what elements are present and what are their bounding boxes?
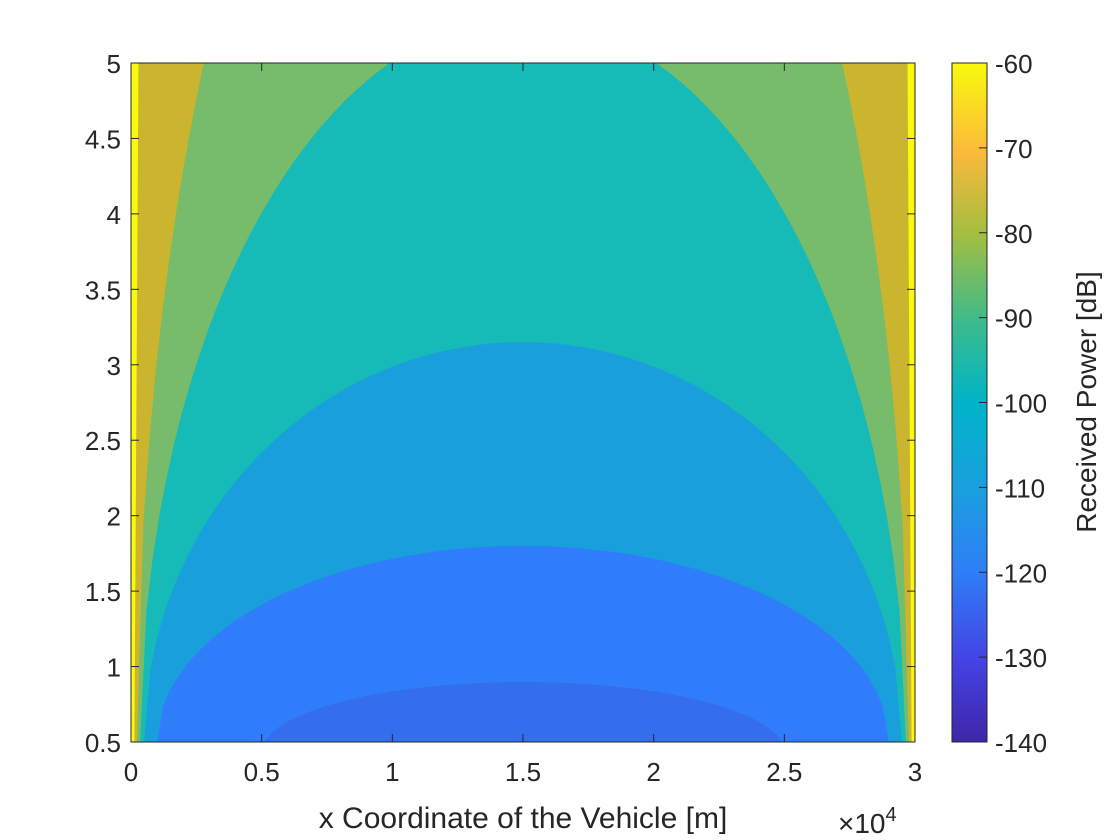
- y-tick-label: 4.5: [85, 124, 121, 154]
- y-tick-label: 5: [107, 49, 121, 79]
- y-tick-label: 2.5: [85, 426, 121, 456]
- x-tick-label: 2: [646, 757, 660, 787]
- x-axis-label: x Coordinate of the Vehicle [m]: [319, 802, 728, 835]
- y-tick-label: 4: [107, 200, 121, 230]
- colorbar-tick-label: -130: [995, 643, 1047, 673]
- x-exponent-base: ×10: [838, 808, 886, 839]
- colorbar-tick-label: -140: [995, 728, 1047, 758]
- x-tick-label: 0: [124, 757, 138, 787]
- contour-regions: [131, 63, 915, 742]
- colorbar-tick-label: -110: [995, 473, 1045, 503]
- contour-region-130: [264, 682, 782, 742]
- y-tick-label: 0.5: [85, 728, 121, 758]
- y-tick-label: 2: [107, 502, 121, 532]
- x-exponent-label: ×104: [838, 804, 897, 839]
- x-tick-label: 2.5: [766, 757, 802, 787]
- y-tick-label: 1: [107, 653, 121, 683]
- x-axis: 0 0.5 1 1.5 2 2.5 3: [124, 63, 922, 787]
- colorbar-tick-label: -120: [995, 558, 1047, 588]
- y-tick-label: 1.5: [85, 577, 121, 607]
- contour-region-120: [157, 545, 889, 742]
- colorbar-label: Received Power [dB]: [1071, 271, 1102, 532]
- y-axis: 0.5 1 1.5 2 2.5 3 3.5 4 4.5 5: [85, 49, 915, 758]
- colorbar-tick-label: -70: [995, 134, 1033, 164]
- contour-plot-area: [130, 62, 916, 743]
- x-tick-label: 1: [385, 757, 399, 787]
- y-tick-label: 3: [107, 351, 121, 381]
- x-tick-label: 1.5: [505, 757, 541, 787]
- colorbar-tick-label: -90: [995, 304, 1033, 334]
- colorbar-tick-label: -80: [995, 219, 1033, 249]
- colorbar-ticks: -60 -70 -80 -90 -100 -110 -120 -130 -140: [979, 49, 1047, 758]
- y-tick-label: 3.5: [85, 275, 121, 305]
- x-tick-label: 0.5: [244, 757, 280, 787]
- x-tick-label: 3: [908, 757, 922, 787]
- colorbar-tick-label: -100: [995, 389, 1047, 419]
- colorbar-tick-label: -60: [995, 49, 1033, 79]
- colorbar: -60 -70 -80 -90 -100 -110 -120 -130 -140 Receive…: [951, 49, 1102, 758]
- x-exponent-power: 4: [886, 804, 897, 826]
